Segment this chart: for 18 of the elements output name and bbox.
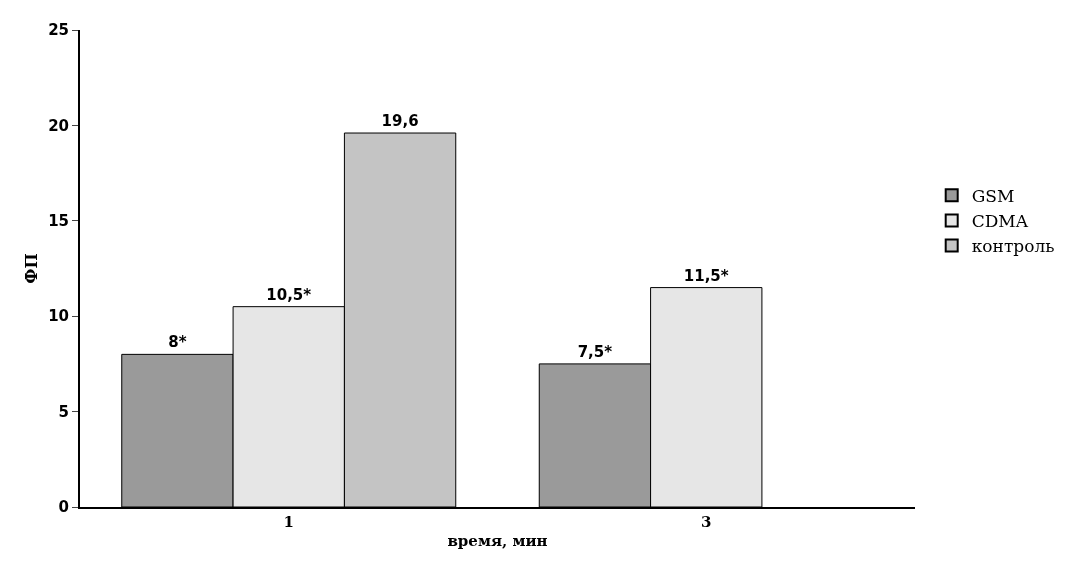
- y-tick-label: 20: [48, 116, 69, 135]
- x-axis-title: время, мин: [447, 531, 548, 550]
- y-tick-label: 25: [48, 21, 69, 40]
- legend-label: GSM: [971, 185, 1015, 206]
- y-tick-label: 15: [48, 212, 69, 231]
- y-tick-label: 5: [58, 402, 69, 421]
- data-label: 8*: [168, 333, 187, 352]
- y-tick-label: 10: [48, 307, 69, 326]
- x-tick-label: 3: [701, 513, 712, 531]
- legend-label: контроль: [971, 236, 1055, 257]
- data-label: 7,5*: [577, 342, 613, 361]
- data-label: 11,5*: [683, 266, 729, 285]
- data-label: 10,5*: [266, 285, 312, 304]
- y-tick-label: 0: [58, 498, 69, 517]
- x-tick-label: 1: [283, 513, 294, 531]
- data-label: 19,6: [381, 112, 419, 131]
- legend-label: CDMA: [971, 211, 1029, 232]
- y-axis-title: ФП: [22, 253, 41, 284]
